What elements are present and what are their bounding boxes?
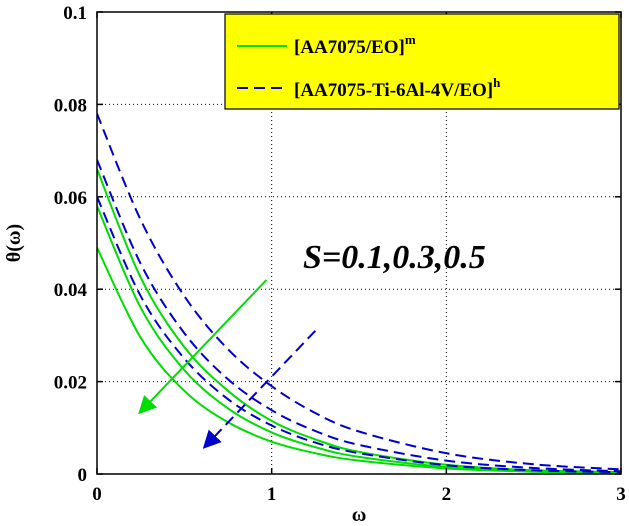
legend-entry-aa7075-ti-eo-label: [AA7075-Ti-6Al-4V/EO] xyxy=(294,80,493,101)
series-line-aa7075-eo-2 xyxy=(97,247,621,474)
y-tick-label: 0.02 xyxy=(54,373,87,394)
x-tick-label: 0 xyxy=(92,484,102,505)
x-tick-label: 1 xyxy=(267,484,277,505)
plot-frame xyxy=(96,11,622,475)
legend-entry-aa7075-ti-eo-sup: h xyxy=(493,75,501,90)
parameter-annotation: S=0.1,0.3,0.5 xyxy=(303,239,486,276)
legend-entry-aa7075-eo: [AA7075/EO]m xyxy=(294,32,416,58)
legend-entry-aa7075-eo-sup: m xyxy=(405,32,416,47)
y-tick-label: 0 xyxy=(78,465,88,486)
x-tick-label: 3 xyxy=(616,484,626,505)
legend-entry-aa7075-ti-eo: [AA7075-Ti-6Al-4V/EO]h xyxy=(294,75,501,101)
legend-entry-aa7075-eo-label: [AA7075/EO] xyxy=(294,37,405,58)
legend: [AA7075/EO]m [AA7075-Ti-6Al-4V/EO]h xyxy=(224,13,620,110)
series-line-aa7075-ti-eo-5 xyxy=(97,196,621,474)
y-tick-label: 0.04 xyxy=(54,280,88,301)
y-tick-label: 0.1 xyxy=(63,3,87,24)
series-line-aa7075-ti-eo-3 xyxy=(97,113,621,471)
x-tick-label: 2 xyxy=(442,484,452,505)
y-axis-label: θ(ω) xyxy=(3,224,25,262)
curves xyxy=(97,113,621,474)
y-tick-label: 0.08 xyxy=(54,95,87,116)
ticks xyxy=(96,11,622,475)
trend-arrow-1 xyxy=(202,330,317,449)
x-axis-label: ω xyxy=(352,504,367,526)
tick-labels: 0 1 2 3 0 0.02 0.04 0.06 0.08 0.1 xyxy=(54,3,626,505)
series-line-aa7075-ti-eo-4 xyxy=(97,159,621,473)
direction-arrows xyxy=(138,279,317,449)
legend-box xyxy=(224,13,620,110)
trend-arrow-0 xyxy=(138,279,268,415)
y-tick-label: 0.06 xyxy=(54,188,87,209)
